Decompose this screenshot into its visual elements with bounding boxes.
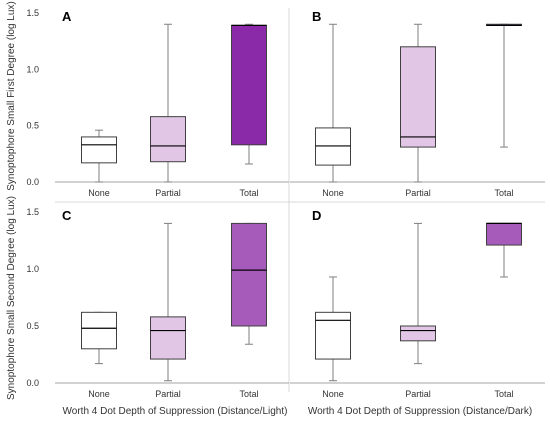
category-label-total: Total bbox=[239, 188, 258, 198]
category-label-none: None bbox=[322, 389, 344, 399]
y-tick-label: 0.0 bbox=[26, 177, 39, 187]
y-tick-label: 0.5 bbox=[26, 121, 39, 131]
category-label-total: Total bbox=[494, 389, 513, 399]
category-label-total: Total bbox=[239, 389, 258, 399]
y-tick-label: 1.0 bbox=[26, 64, 39, 74]
y-axis-title-top: Synoptophore Small First Degree (log Lux… bbox=[6, 1, 17, 191]
panel-letter-D: D bbox=[312, 208, 321, 223]
box-none bbox=[81, 136, 117, 164]
box-none bbox=[315, 311, 351, 360]
category-label-partial: Partial bbox=[155, 389, 181, 399]
category-label-total: Total bbox=[494, 188, 513, 198]
y-tick-label: 0.0 bbox=[26, 378, 39, 388]
y-tick-label: 1.5 bbox=[26, 207, 39, 217]
panel-letter-C: C bbox=[62, 208, 72, 223]
category-label-none: None bbox=[88, 188, 110, 198]
box-partial bbox=[150, 116, 186, 163]
category-label-partial: Partial bbox=[405, 188, 431, 198]
category-label-none: None bbox=[322, 188, 344, 198]
box-partial bbox=[150, 316, 186, 360]
box-total bbox=[231, 222, 267, 327]
x-axis-title-left: Worth 4 Dot Depth of Suppression (Distan… bbox=[63, 406, 288, 417]
category-label-none: None bbox=[88, 389, 110, 399]
y-tick-label: 1.0 bbox=[26, 264, 39, 274]
box-total bbox=[231, 24, 267, 146]
panel-letter-B: B bbox=[312, 9, 321, 24]
box-total bbox=[486, 222, 522, 246]
y-tick-label: 0.5 bbox=[26, 321, 39, 331]
category-label-partial: Partial bbox=[155, 188, 181, 198]
y-tick-label: 1.5 bbox=[26, 8, 39, 18]
y-axis-title-bottom: Synoptophore Small Second Degree (log Lu… bbox=[6, 196, 17, 400]
box-none bbox=[81, 311, 117, 350]
box-partial bbox=[400, 325, 436, 342]
box-partial bbox=[400, 46, 436, 148]
category-label-partial: Partial bbox=[405, 389, 431, 399]
x-axis-title-right: Worth 4 Dot Depth of Suppression (Distan… bbox=[308, 406, 532, 417]
panel-letter-A: A bbox=[62, 9, 72, 24]
